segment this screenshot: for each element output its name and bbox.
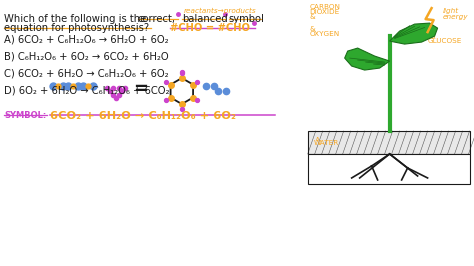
- Text: OXYGEN: OXYGEN: [310, 31, 340, 37]
- Polygon shape: [345, 48, 390, 70]
- Text: D) 6O₂ + 6H₂O → C₆H₁₂O₆ + 6CO₂: D) 6O₂ + 6H₂O → C₆H₁₂O₆ + 6CO₂: [4, 85, 170, 95]
- Text: B) C₆H₁₂O₆ + 6O₂ → 6CO₂ + 6H₂O: B) C₆H₁₂O₆ + 6O₂ → 6CO₂ + 6H₂O: [4, 51, 169, 61]
- Text: correct,: correct,: [138, 14, 176, 24]
- Text: WATER: WATER: [314, 140, 339, 146]
- Bar: [308, 154, 470, 184]
- Text: ∧: ∧: [429, 34, 435, 40]
- Bar: [308, 131, 470, 154]
- Text: ∧: ∧: [314, 136, 319, 142]
- Text: reactants→products: reactants→products: [183, 8, 256, 14]
- Text: Which of the following is the: Which of the following is the: [4, 14, 149, 24]
- Text: CARBON: CARBON: [310, 4, 341, 10]
- Text: 6CO₂ + 6H₂O → C₆H₁₂O₆ + 6O₂: 6CO₂ + 6H₂O → C₆H₁₂O₆ + 6O₂: [50, 111, 236, 121]
- Text: GLUCOSE: GLUCOSE: [428, 38, 462, 44]
- Text: light: light: [443, 8, 459, 14]
- Text: #CHO = #CHO: #CHO = #CHO: [170, 23, 250, 33]
- Text: DIOXIDE: DIOXIDE: [310, 9, 340, 15]
- Text: symbol: symbol: [229, 14, 264, 24]
- Text: A) 6CO₂ + C₆H₁₂O₆ → 6H₂O + 6O₂: A) 6CO₂ + C₆H₁₂O₆ → 6H₂O + 6O₂: [4, 34, 169, 44]
- Text: balanced: balanced: [182, 14, 228, 24]
- Text: =: =: [133, 80, 148, 98]
- Text: energy: energy: [443, 14, 468, 20]
- Polygon shape: [390, 23, 438, 44]
- Text: &: &: [310, 14, 316, 20]
- Text: C) 6CO₂ + 6H₂O → C₆H₁₂O₆ + 6O₂: C) 6CO₂ + 6H₂O → C₆H₁₂O₆ + 6O₂: [4, 68, 169, 78]
- Text: equation for photosynthesis?: equation for photosynthesis?: [4, 23, 149, 33]
- Text: SYMBOL:: SYMBOL:: [4, 111, 46, 120]
- Text: &: &: [310, 26, 316, 32]
